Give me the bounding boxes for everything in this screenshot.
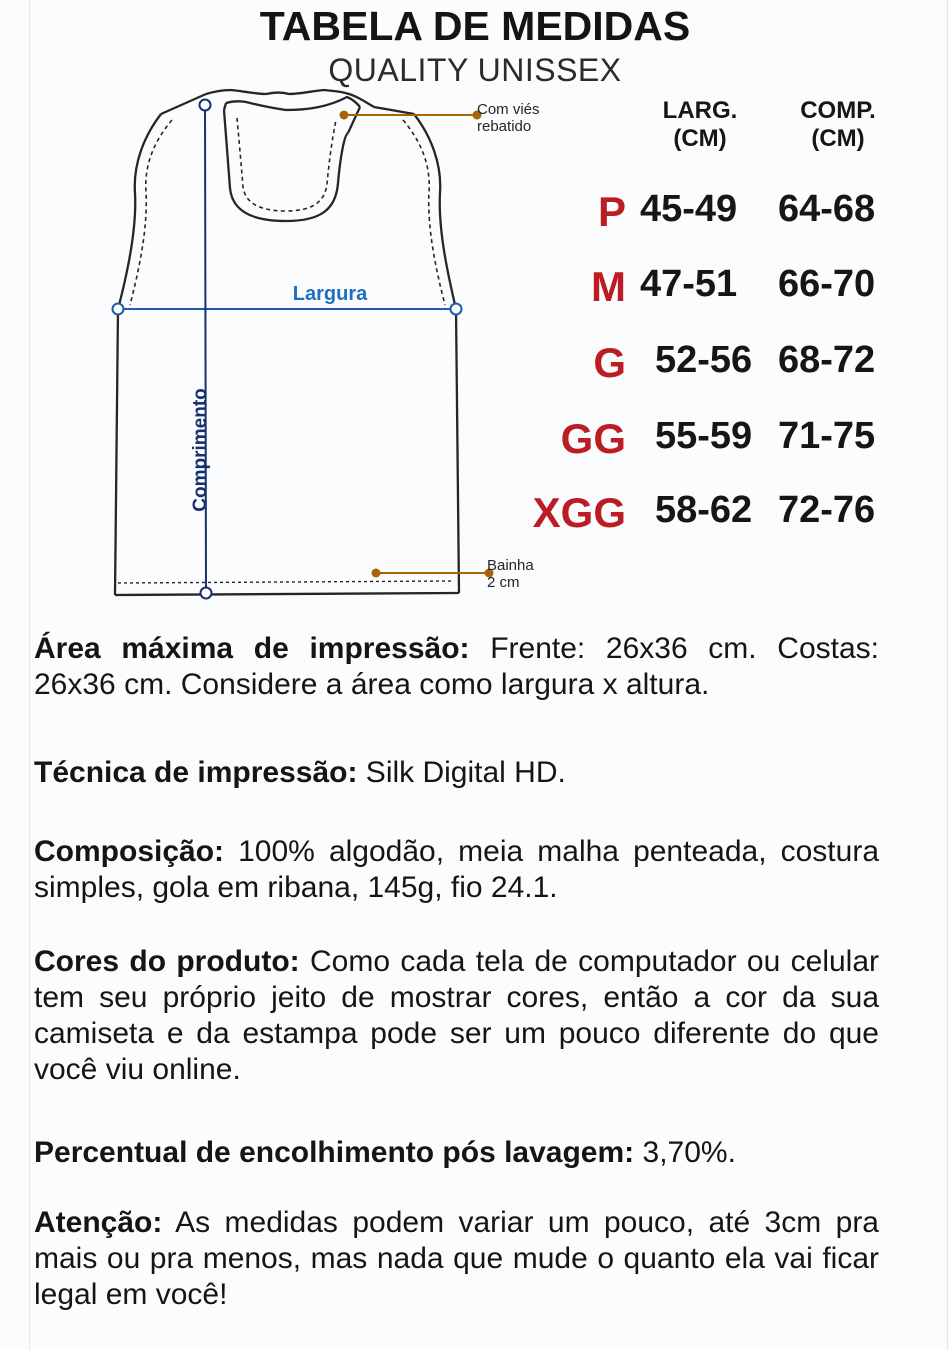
svg-text:Largura: Largura: [293, 283, 368, 305]
svg-text:Comprimento: Comprimento: [190, 388, 211, 512]
